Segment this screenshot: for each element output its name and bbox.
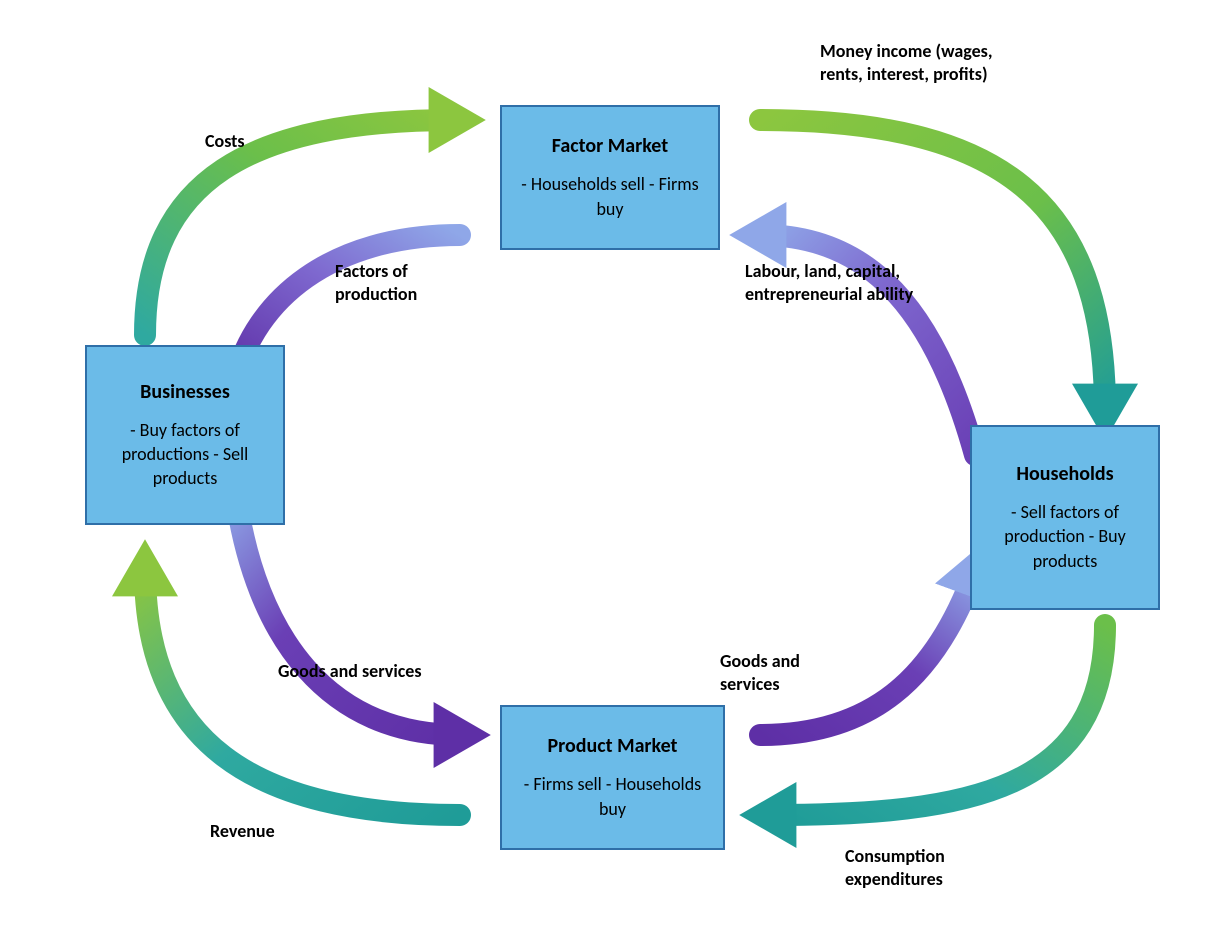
label-costs: Costs <box>205 130 305 153</box>
label-factors-of-production: Factors of production <box>335 260 485 307</box>
node-households-title: Households <box>982 462 1148 486</box>
label-money-income: Money income (wages, rents, interest, pr… <box>820 40 1030 87</box>
node-product-market-title: Product Market <box>512 734 713 758</box>
node-product-market: Product Market - Firms sell - Households… <box>500 705 725 850</box>
label-revenue: Revenue <box>210 820 330 843</box>
node-factor-market: Factor Market - Households sell - Firms … <box>500 105 720 250</box>
node-households-sub: - Sell factors of production - Buy produ… <box>982 500 1148 573</box>
arrow-revenue <box>145 570 460 815</box>
node-factor-market-sub: - Households sell - Firms buy <box>512 172 708 221</box>
label-labour: Labour, land, capital, entrepreneurial a… <box>745 260 945 307</box>
arrow-goods-left <box>235 490 460 735</box>
node-businesses: Businesses - Buy factors of productions … <box>85 345 285 525</box>
node-households: Households - Sell factors of production … <box>970 425 1160 610</box>
label-goods-right: Goods and services <box>720 650 850 697</box>
label-goods-left: Goods and services <box>278 660 498 683</box>
node-factor-market-title: Factor Market <box>512 134 708 158</box>
node-product-market-sub: - Firms sell - Households buy <box>512 772 713 821</box>
node-businesses-sub: - Buy factors of productions - Sell prod… <box>97 418 273 491</box>
label-consumption: Consumption expenditures <box>845 845 1025 892</box>
node-businesses-title: Businesses <box>97 380 273 404</box>
